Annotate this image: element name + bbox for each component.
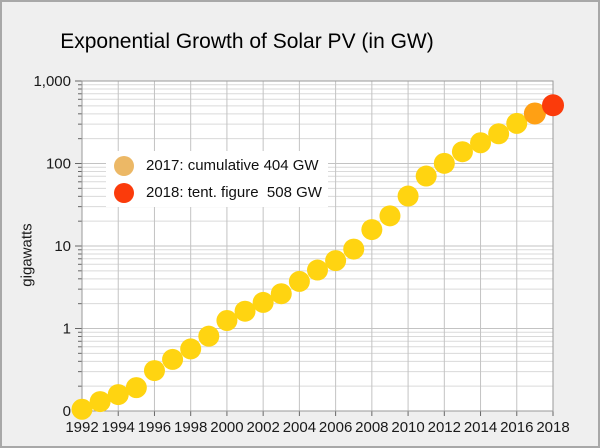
plot-frame xyxy=(81,80,554,412)
x-tick-label-2018: 2018 xyxy=(536,419,569,436)
x-tick-label-1998: 1998 xyxy=(174,419,207,436)
data-point-1995 xyxy=(125,377,147,399)
data-point-2006 xyxy=(325,250,347,272)
x-tick-label-1992: 1992 xyxy=(65,419,98,436)
legend-swatch-2017-icon xyxy=(114,155,134,176)
legend: 2017: cumulative 404 GW 2018: tent. figu… xyxy=(106,151,328,207)
data-point-2004 xyxy=(288,270,310,292)
y-tick-label-0: 0 xyxy=(63,403,71,420)
data-point-2009 xyxy=(379,205,401,227)
data-point-1998 xyxy=(180,338,202,360)
legend-item-2017: 2017: cumulative 404 GW xyxy=(114,154,328,178)
data-point-2007 xyxy=(343,238,365,260)
data-point-2003 xyxy=(270,283,292,305)
data-point-2005 xyxy=(307,259,328,281)
x-tick-label-2004: 2004 xyxy=(283,419,316,436)
y-tick-label-10: 10 xyxy=(54,238,71,255)
data-point-1993 xyxy=(89,391,111,413)
chart-title: Exponential Growth of Solar PV (in GW) xyxy=(60,30,434,53)
legend-item-2018: 2018: tent. figure 508 GW xyxy=(114,181,328,205)
x-tick-label-2014: 2014 xyxy=(464,419,497,436)
x-tick-label-2002: 2002 xyxy=(246,419,279,436)
data-point-2012 xyxy=(433,152,455,174)
data-point-2001 xyxy=(234,300,256,322)
x-tick-label-1996: 1996 xyxy=(138,419,171,436)
data-point-1997 xyxy=(162,348,184,370)
data-point-2014 xyxy=(470,132,492,154)
data-point-1994 xyxy=(107,384,129,406)
x-tick-label-2010: 2010 xyxy=(391,419,424,436)
y-tick-label-100: 100 xyxy=(46,156,71,173)
data-point-2000 xyxy=(216,310,238,332)
x-tick-label-2008: 2008 xyxy=(355,419,388,436)
data-point-2011 xyxy=(415,165,437,187)
data-point-1992 xyxy=(71,398,93,420)
data-point-2018 xyxy=(542,94,564,117)
legend-label-2018: 2018: tent. figure 508 GW xyxy=(146,184,322,201)
y-tick-label-1: 1 xyxy=(63,321,71,338)
x-tick-label-2006: 2006 xyxy=(319,419,352,436)
x-tick-label-2000: 2000 xyxy=(210,419,243,436)
data-point-2010 xyxy=(397,185,419,207)
x-tick-label-2016: 2016 xyxy=(500,419,533,436)
y-tick-label-1,000: 1,000 xyxy=(33,73,71,90)
x-tick-label-1994: 1994 xyxy=(102,419,135,436)
data-point-2017 xyxy=(523,102,546,125)
data-point-2016 xyxy=(506,112,528,134)
data-point-2013 xyxy=(451,141,473,163)
data-point-2002 xyxy=(252,291,274,313)
x-tick-label-2012: 2012 xyxy=(428,419,461,436)
legend-label-2017: 2017: cumulative 404 GW xyxy=(146,157,319,174)
data-point-2015 xyxy=(488,123,510,145)
legend-swatch-2018-icon xyxy=(114,182,134,203)
data-point-2008 xyxy=(361,219,383,241)
y-axis-label: gigawatts xyxy=(18,223,36,287)
data-point-1999 xyxy=(198,325,220,347)
data-point-1996 xyxy=(143,360,165,382)
